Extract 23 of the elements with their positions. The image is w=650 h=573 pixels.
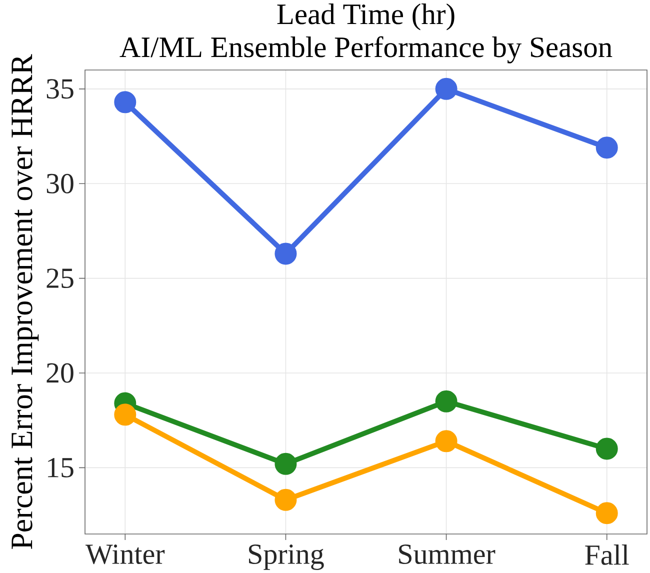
point [596,438,618,460]
x-tick-label: Fall [585,544,629,565]
point [596,136,618,159]
y-tick-label: 20 [46,363,74,383]
point [435,78,458,100]
point [274,488,297,511]
point [114,91,136,114]
text: Lead Time (hr) [277,4,454,30]
x-tick-label: Winter [86,544,165,564]
chart-title: AI/ML Ensemble Performance by Season [120,36,612,64]
point [274,452,297,475]
point [114,404,136,426]
y-tick-label: 30 [46,174,74,194]
x-tick-label: Spring [248,544,324,570]
point [435,430,458,452]
point [596,502,618,524]
y-axis-title: Percent Error Improvement over HRRR [12,54,39,550]
point [435,390,458,412]
y-tick-label: 25 [46,268,74,288]
point [274,242,297,265]
x-tick-label: Summer [399,544,496,564]
y-tick-label: 15 [48,458,74,478]
y-tick-label: 35 [46,79,74,99]
